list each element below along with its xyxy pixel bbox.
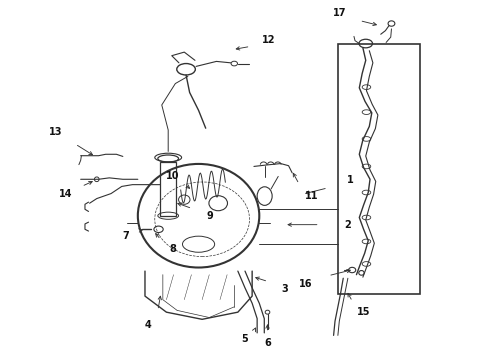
Text: 8: 8	[170, 244, 176, 254]
Text: 2: 2	[344, 220, 350, 230]
Text: 1: 1	[346, 175, 353, 185]
Text: 11: 11	[305, 191, 318, 201]
Text: 3: 3	[282, 284, 289, 294]
Text: 13: 13	[49, 127, 63, 138]
Text: 10: 10	[166, 171, 179, 181]
Text: 15: 15	[357, 307, 371, 317]
Text: 6: 6	[264, 338, 271, 348]
Text: 14: 14	[59, 189, 73, 199]
Text: 4: 4	[145, 320, 151, 330]
Text: 9: 9	[207, 211, 214, 221]
Text: 17: 17	[333, 8, 347, 18]
Text: 16: 16	[299, 279, 313, 289]
Bar	[338, 44, 420, 294]
Text: 7: 7	[123, 231, 129, 240]
Text: 12: 12	[262, 35, 275, 45]
Text: 5: 5	[241, 334, 247, 344]
Bar	[160, 162, 176, 216]
